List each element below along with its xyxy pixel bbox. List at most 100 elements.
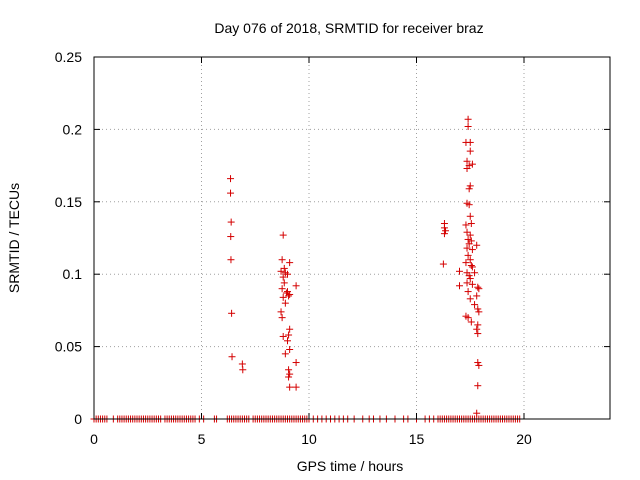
data-point	[286, 345, 294, 353]
data-point	[467, 220, 475, 228]
data-point	[292, 359, 300, 367]
data-point	[281, 350, 289, 358]
data-point	[463, 244, 471, 252]
data-point	[292, 383, 300, 391]
data-point	[456, 267, 463, 275]
data-point	[464, 123, 472, 131]
data-point	[466, 231, 474, 239]
data-point	[474, 305, 482, 313]
x-tick-label: 0	[90, 431, 98, 447]
data-point	[462, 221, 470, 229]
data-point	[284, 337, 291, 345]
data-point	[474, 359, 482, 367]
data-point	[475, 361, 483, 369]
y-tick-label: 0.2	[63, 121, 83, 137]
data-point	[466, 182, 474, 190]
data-point	[286, 259, 294, 267]
data-point	[279, 273, 287, 281]
data-point	[466, 275, 474, 283]
data-point	[474, 330, 482, 338]
data-point	[464, 235, 472, 243]
data-point	[465, 201, 473, 209]
data-point	[466, 212, 474, 220]
x-tick-label: 15	[409, 431, 425, 447]
data-point	[466, 256, 474, 264]
data-point	[279, 293, 287, 301]
data-point	[227, 218, 235, 226]
y-tick-label: 0.15	[55, 194, 82, 210]
y-tick-label: 0.05	[55, 339, 82, 355]
data-point	[473, 241, 481, 249]
y-axis-label: SRMTID / TECUs	[6, 183, 22, 293]
data-point	[227, 189, 235, 197]
data-point	[468, 280, 476, 288]
data-point	[277, 308, 285, 316]
data-point	[468, 263, 476, 271]
data-point	[471, 269, 479, 277]
data-point	[474, 321, 482, 329]
data-point	[464, 251, 472, 259]
data-point	[466, 295, 474, 303]
data-point	[284, 270, 291, 278]
data-point	[466, 138, 474, 146]
data-point	[286, 325, 294, 333]
data-point	[473, 292, 481, 300]
data-point	[228, 309, 236, 317]
data-point	[442, 227, 450, 235]
data-point	[471, 301, 479, 309]
data-point	[279, 332, 287, 340]
data-point	[284, 288, 291, 296]
plot-frame	[93, 56, 611, 420]
x-tick-label: 20	[516, 431, 532, 447]
ticks-layer: 0 5 10 15 20 0 0.05 0.1 0.15 0.2 0.25	[55, 49, 610, 447]
points-layer	[90, 115, 524, 423]
data-point	[468, 246, 476, 254]
data-point	[227, 175, 235, 183]
data-point	[285, 331, 293, 339]
data-point	[462, 259, 470, 267]
data-point	[227, 233, 235, 241]
data-point	[464, 115, 472, 123]
data-point	[463, 279, 471, 287]
data-point	[475, 308, 483, 316]
data-point	[278, 285, 286, 293]
data-point	[468, 160, 476, 168]
data-point	[439, 260, 447, 268]
x-tick-label: 5	[198, 431, 206, 447]
y-tick-label: 0	[74, 411, 82, 427]
data-point	[281, 299, 289, 307]
data-point	[292, 282, 300, 290]
x-tick-label: 10	[301, 431, 317, 447]
y-tick-label: 0.1	[63, 266, 83, 282]
data-point	[466, 147, 474, 155]
grid-layer	[94, 57, 610, 419]
data-point	[465, 185, 473, 193]
data-point	[463, 157, 471, 165]
data-point	[474, 382, 482, 390]
data-point	[277, 267, 285, 275]
data-point	[239, 366, 247, 374]
data-point	[475, 285, 483, 293]
data-point	[440, 230, 448, 238]
data-point	[280, 279, 288, 287]
data-point	[285, 366, 293, 374]
data-point	[463, 228, 471, 236]
data-point	[456, 282, 463, 290]
data-point	[465, 240, 473, 248]
data-point	[278, 256, 286, 264]
data-point	[280, 264, 288, 272]
data-point	[474, 283, 482, 291]
data-point	[464, 288, 472, 296]
data-point	[227, 256, 235, 264]
chart-title: Day 076 of 2018, SRMTID for receiver bra…	[214, 20, 483, 36]
data-point	[465, 272, 473, 280]
data-point	[473, 325, 481, 333]
data-point	[285, 373, 293, 381]
data-point	[286, 383, 294, 391]
x-axis-label: GPS time / hours	[297, 458, 404, 474]
data-point	[467, 262, 475, 270]
data-point	[228, 353, 236, 361]
data-point	[467, 318, 475, 326]
